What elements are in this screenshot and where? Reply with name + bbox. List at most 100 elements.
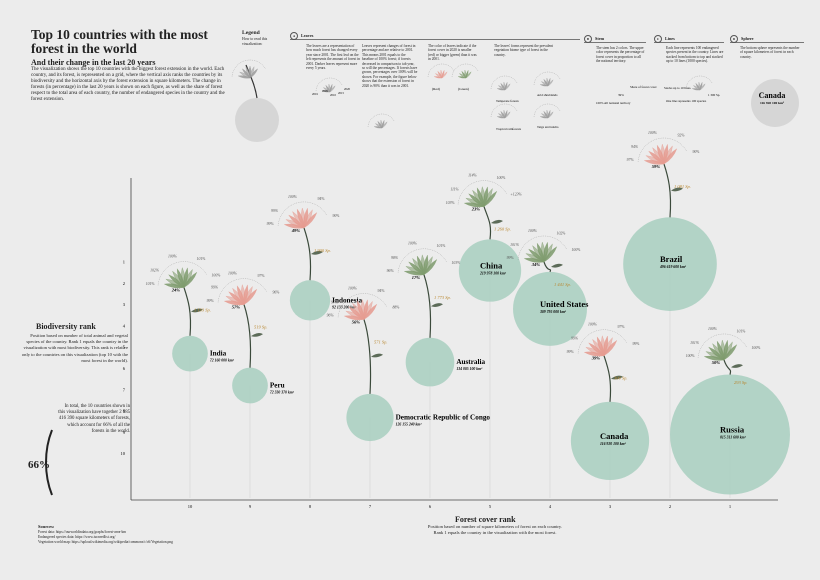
y-tick-label: 5 xyxy=(123,345,126,350)
legend-red-label: (Red) xyxy=(432,87,441,91)
leaf xyxy=(183,271,198,288)
leaf-pct-label: 100% xyxy=(686,354,695,358)
leaf-arc xyxy=(490,103,518,117)
leaf-pct-label: 100% xyxy=(588,323,597,327)
x-tick-label: 5 xyxy=(489,504,492,509)
leaf-pct-label: 100% xyxy=(408,242,417,246)
leaf-pct-label: 102% xyxy=(557,231,566,235)
forest-sphere xyxy=(232,367,268,404)
stem xyxy=(723,359,732,375)
legend-mini-fan xyxy=(451,63,479,79)
sources-title: Sources: xyxy=(38,524,55,529)
forest-share-label: 24% xyxy=(171,288,181,293)
leaf-pct-label: 97% xyxy=(627,158,634,162)
country-area: 219 978 100 km² xyxy=(479,272,507,276)
legend-year-label: 2010 xyxy=(330,93,337,97)
legend-sphere-head: D Sphere xyxy=(730,35,754,43)
forest-share-label: 49% xyxy=(291,228,301,233)
biodiversity-text: Position based on number of total animal… xyxy=(21,333,128,363)
forest-cover-title: Forest cover rank xyxy=(455,515,516,524)
leaf-pct-label: 100% xyxy=(228,272,237,276)
leaf-pct-label: 100% xyxy=(572,248,581,252)
legend-stem-territory: 100% All national territory xyxy=(596,101,631,105)
species-label: 1 900 Sp. xyxy=(314,248,331,253)
species-label: 1 773 Sp. xyxy=(434,295,451,300)
leaf xyxy=(663,148,678,165)
stem xyxy=(423,274,432,338)
leaf xyxy=(483,190,498,207)
legend-biome-taiga: Taiga and tundra xyxy=(537,125,559,129)
forest-share-label: 56% xyxy=(352,320,361,325)
leaf-arc xyxy=(277,201,327,226)
leaf xyxy=(603,340,618,357)
legend-leaf-fan xyxy=(231,59,266,79)
total-bracket xyxy=(45,429,53,496)
leaf-arc xyxy=(685,75,713,89)
leaf-pct-label: 100% xyxy=(528,229,537,233)
forest-sphere xyxy=(513,271,587,346)
leaf xyxy=(465,71,472,79)
country-democratic-republic-of-congo: 96% 97% 100% 94% 88% 56% 571 Sp. Democratic Rep… xyxy=(327,286,491,498)
species-label: 300 Sp. xyxy=(614,376,628,381)
leaf-arc xyxy=(315,77,343,91)
x-tick-label: 1 xyxy=(729,504,731,509)
forest-share-label: 39% xyxy=(591,356,601,361)
legend-leaves-head: A Leaves xyxy=(290,32,313,40)
leaf-pct-label: 99% xyxy=(211,286,218,290)
leaf-pct-label: 97% xyxy=(331,301,338,305)
legend-sphere-small xyxy=(235,98,279,142)
legend-lines-head: C Lines xyxy=(654,35,675,43)
forest-sphere xyxy=(570,401,650,481)
leaf-arc xyxy=(157,261,207,286)
leaf xyxy=(303,212,318,229)
forest-sphere xyxy=(172,335,208,372)
legend-lines-text: Each line represents 100 endangered spec… xyxy=(666,46,724,64)
leaf-arc xyxy=(517,235,567,260)
leaf-pct-label: 100% xyxy=(288,195,297,199)
leaf-arc xyxy=(397,248,447,273)
leaf-pct-label: 114% xyxy=(468,174,477,178)
legend-sphere-example xyxy=(751,79,799,127)
stem xyxy=(303,227,312,281)
leaf-arc xyxy=(427,63,455,77)
leaf xyxy=(547,111,554,119)
axis-ticks: 10 9 8 7 6 5 4 3 2 1 1 2 3 4 5 6 7 8 9 10 xyxy=(121,260,732,510)
country-name: Peru xyxy=(270,382,285,390)
stem-leaf xyxy=(431,303,443,307)
forest-share-label: 50% xyxy=(712,360,721,365)
stem xyxy=(603,355,612,402)
x-tick-label: 8 xyxy=(309,504,312,509)
legend-lines-one: One line represents 100 species xyxy=(666,99,707,103)
leaf-arc xyxy=(367,113,395,127)
leaf-pct-label: 94% xyxy=(378,289,385,293)
legend-stem-pct: 39% xyxy=(618,93,624,97)
species-label: 293 Sp. xyxy=(734,380,748,385)
legend-lines-stack: Stacks up to 10 lines. xyxy=(664,86,691,90)
legend-biome-arid: Arid shrublands xyxy=(537,93,558,97)
legend-stem xyxy=(245,64,258,99)
leaf-pct-label: 101% xyxy=(510,243,519,247)
leaf-pct-label: 90% xyxy=(332,214,339,218)
country-name: Democratic Republic of Congo xyxy=(396,413,491,421)
leaf-pct-label: 96% xyxy=(327,314,334,318)
forest-share-label: 17% xyxy=(412,275,421,280)
leaf-pct-label: 99% xyxy=(571,337,578,341)
leaf xyxy=(423,259,438,276)
leaf-pct-label: 99% xyxy=(507,256,514,260)
legend-biome-text: The leaves' forms represent the prevalen… xyxy=(494,44,554,57)
legend-mini-fan xyxy=(533,103,561,119)
leaf-pct-label: 103% xyxy=(446,201,455,205)
leaf-pct-label: 100% xyxy=(708,327,717,331)
forest-share-label: 57% xyxy=(232,305,241,310)
country-name: Canada xyxy=(600,431,629,441)
species-label: 571 Sp. xyxy=(374,340,388,345)
stem-leaf xyxy=(251,333,263,337)
legend-rule-leaves xyxy=(290,39,580,40)
legend-title: Legend xyxy=(242,30,260,36)
leaf-arc xyxy=(231,59,266,77)
legend-sphere-name: Canada xyxy=(759,91,786,100)
country-area: 92 133 200 km² xyxy=(332,305,357,309)
leaf-pct-label: 100% xyxy=(212,274,221,278)
legend-rule-stem xyxy=(584,42,646,43)
